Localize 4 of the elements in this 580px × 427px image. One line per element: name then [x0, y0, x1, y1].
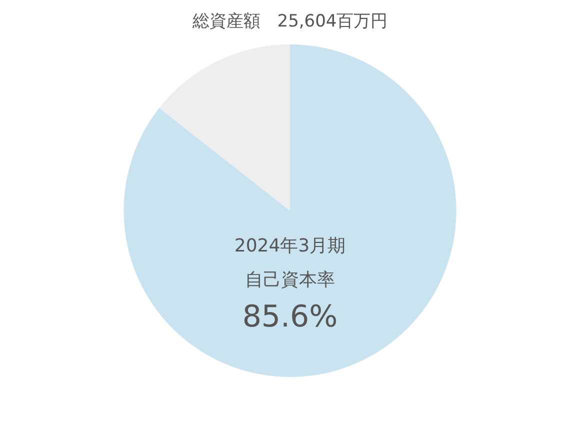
chart-title: 総資産額 25,604百万円 [191, 12, 388, 32]
text: 自己資本率 [245, 269, 335, 290]
data-label: 85.6% [242, 299, 338, 334]
text: 2024年3月期 [234, 235, 346, 256]
